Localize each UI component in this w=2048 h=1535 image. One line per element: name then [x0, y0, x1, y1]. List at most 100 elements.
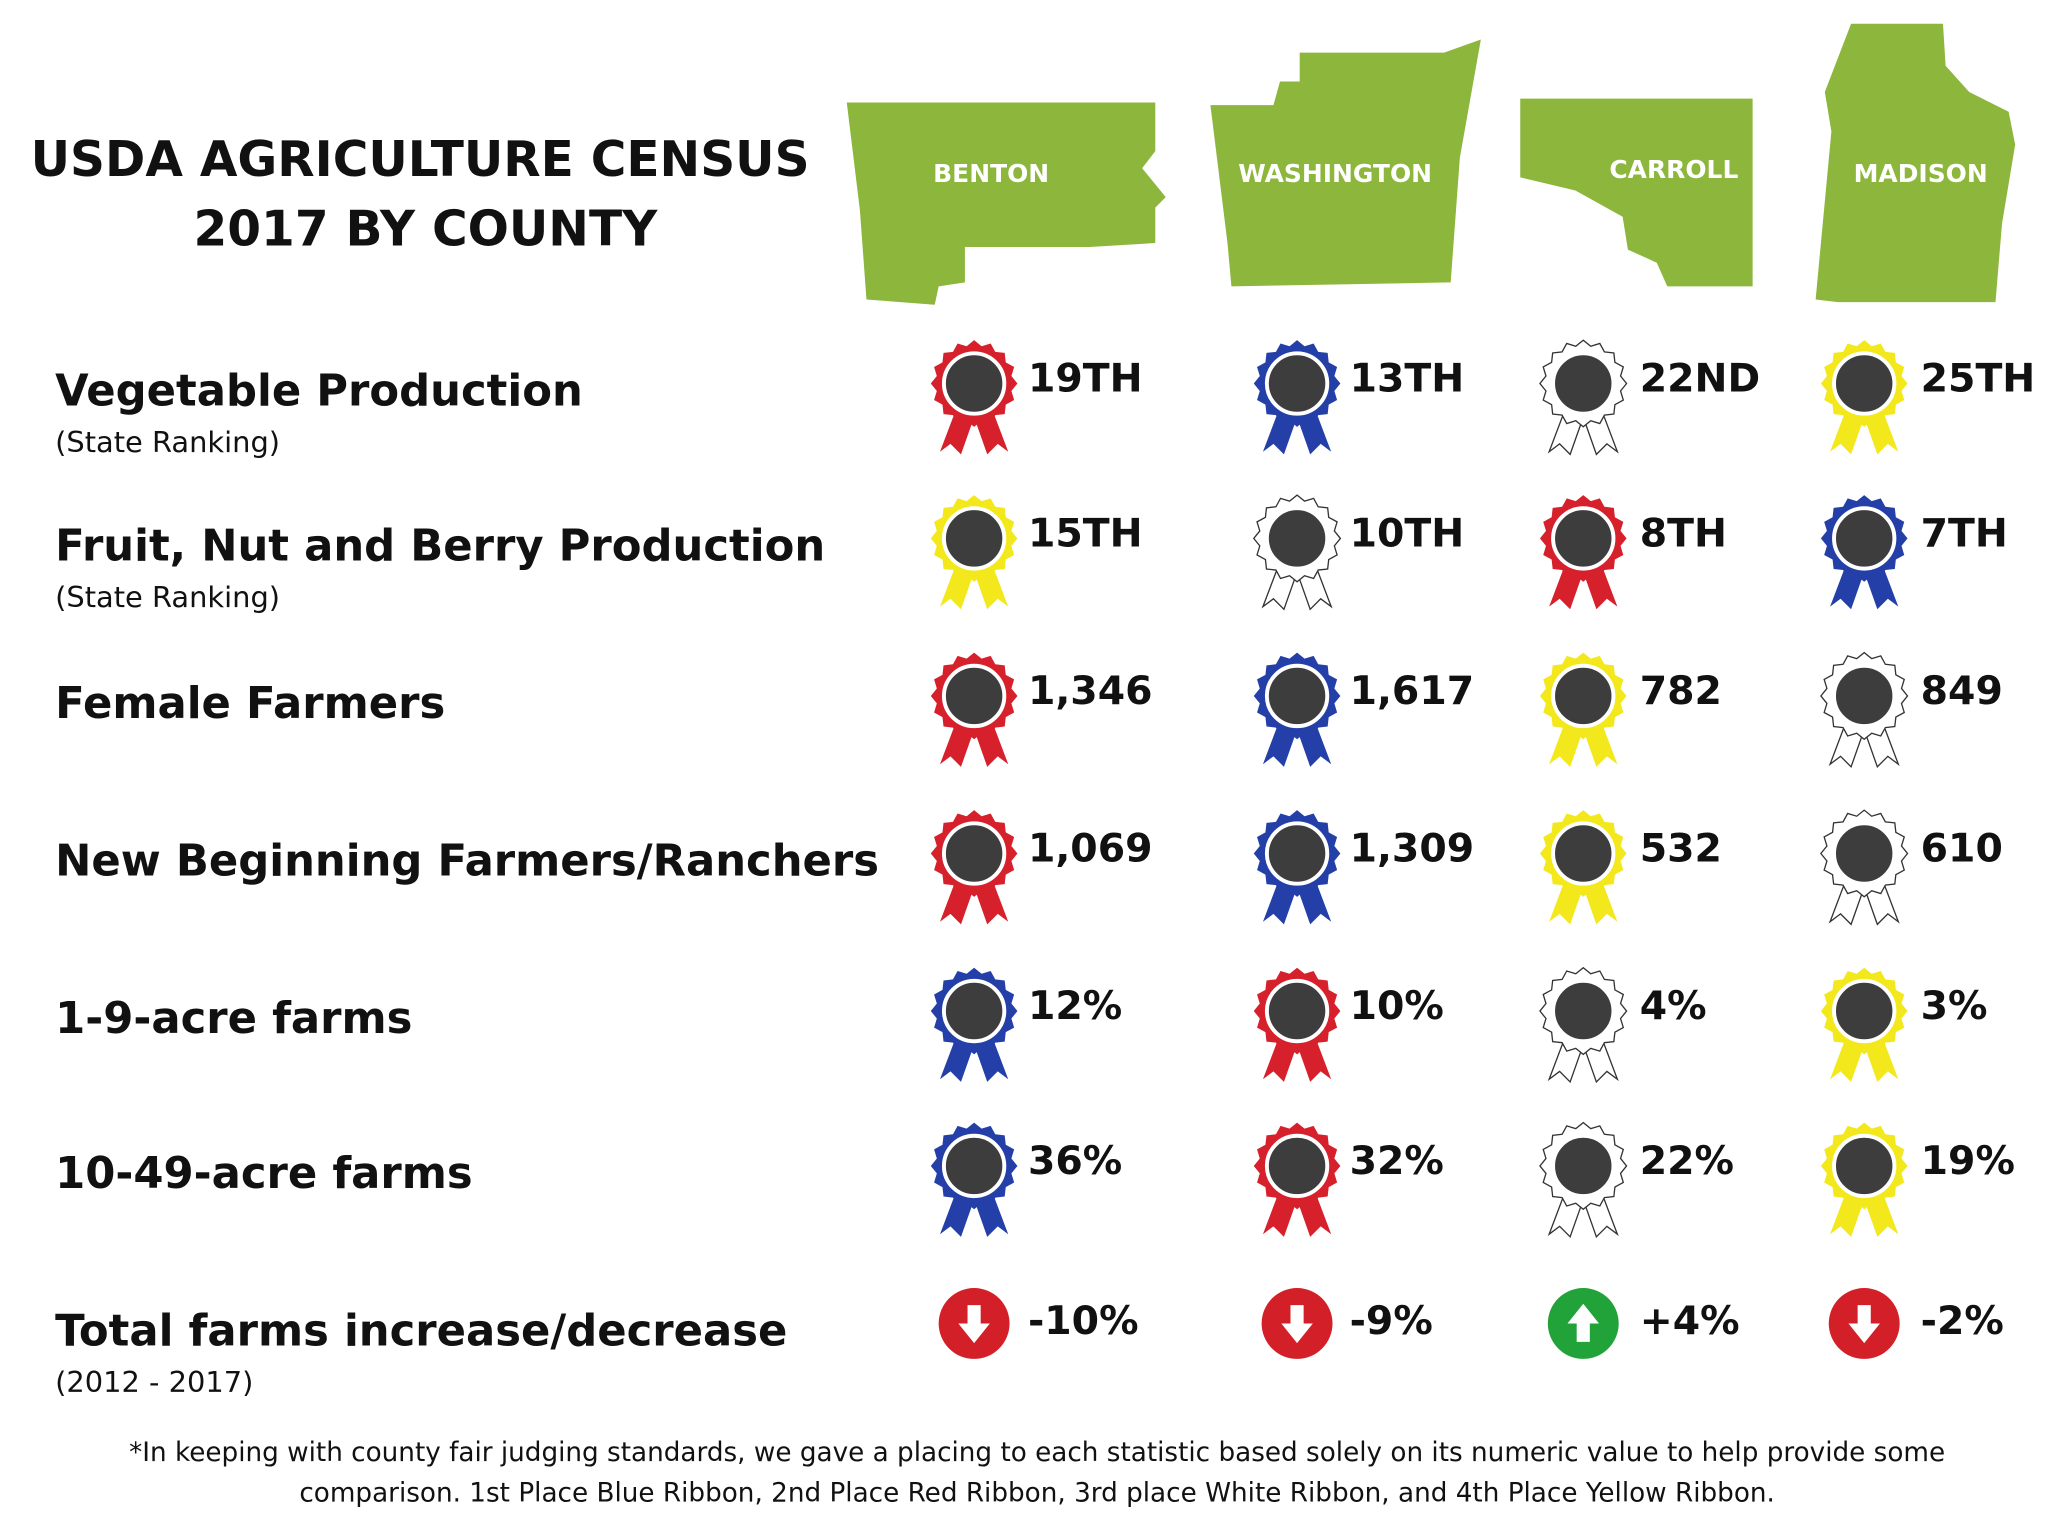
ribbon: [1820, 495, 1908, 610]
trend-arrow: [1848, 1305, 1880, 1344]
cell-value: 4%: [1640, 983, 1707, 1029]
county-name: MADISON: [1854, 159, 1988, 188]
ribbon: [930, 1122, 1018, 1237]
rosette-center: [1832, 978, 1897, 1044]
footnote: comparison. 1st Place Blue Ribbon, 2nd P…: [299, 1479, 1775, 1509]
cell-value: 22ND: [1640, 355, 1760, 401]
cell-value: 12%: [1028, 983, 1122, 1029]
cell-value: 7TH: [1921, 510, 2008, 556]
cell-value: 10%: [1350, 983, 1444, 1029]
title-line: 2017 BY COUNTY: [193, 202, 658, 258]
trend-arrow: [1281, 1305, 1313, 1344]
rosette-center: [1551, 506, 1616, 571]
rosette-center: [1832, 1133, 1897, 1199]
cell-value: 13TH: [1350, 355, 1465, 401]
cell-value: 19%: [1921, 1138, 2015, 1184]
county-name: WASHINGTON: [1238, 159, 1432, 188]
ribbon: [1252, 494, 1342, 611]
cell-value: 19TH: [1028, 355, 1143, 401]
cell-value: 1,346: [1028, 668, 1153, 714]
rosette-center: [941, 506, 1007, 571]
cell-value: 22%: [1640, 1138, 1734, 1184]
ribbon: [1253, 652, 1341, 767]
rosette-center: [1264, 506, 1330, 571]
ribbon: [1820, 651, 1909, 769]
rosette-center: [1832, 663, 1897, 729]
ribbon: [930, 967, 1018, 1082]
row-sublabel: (State Ranking): [55, 580, 280, 614]
trend-arrow: [1567, 1303, 1600, 1342]
rosette-center: [1832, 821, 1897, 886]
ribbon: [1820, 809, 1909, 926]
row-label: Female Farmers: [55, 679, 445, 729]
rosette-center: [1551, 1133, 1616, 1199]
ribbon: [1539, 495, 1627, 610]
rosette-center: [1551, 978, 1616, 1044]
rosette-center: [941, 821, 1007, 886]
cell-value: 849: [1921, 668, 2003, 714]
county-shape: [1210, 39, 1481, 287]
cell-value: 32%: [1350, 1138, 1444, 1184]
cell-value: -9%: [1350, 1298, 1433, 1344]
ribbon: [1253, 340, 1341, 455]
cell-value: -10%: [1028, 1298, 1139, 1344]
row-label: New Beginning Farmers/Ranchers: [55, 836, 879, 886]
rosette-center: [941, 1133, 1007, 1199]
rosette-center: [941, 978, 1007, 1044]
cell-value: 610: [1921, 825, 2003, 871]
county-shape: [1520, 98, 1753, 287]
ribbon: [1253, 810, 1341, 925]
ribbon: [930, 810, 1018, 925]
ribbon: [1539, 1121, 1628, 1239]
cell-value: 15TH: [1028, 510, 1143, 556]
rosette-center: [1832, 351, 1897, 416]
row-sublabel: (State Ranking): [55, 425, 280, 459]
rosette-center: [1551, 351, 1616, 416]
row-label: Total farms increase/decrease: [55, 1306, 787, 1356]
row-sublabel: (2012 - 2017): [55, 1365, 253, 1399]
ribbon: [1253, 967, 1341, 1082]
rosette-center: [1551, 663, 1616, 729]
trend-icon: [938, 1288, 1010, 1359]
row-label: Fruit, Nut and Berry Production: [55, 521, 825, 571]
ribbon: [1820, 967, 1908, 1082]
rosette-center: [1264, 1133, 1330, 1199]
cell-value: 782: [1640, 668, 1722, 714]
ribbon: [1539, 966, 1628, 1084]
cell-value: 1,069: [1028, 825, 1153, 871]
row-label: 10-49-acre farms: [55, 1149, 473, 1199]
cell-value: 36%: [1028, 1138, 1122, 1184]
cell-value: 10TH: [1350, 510, 1465, 556]
rosette-center: [1832, 506, 1897, 571]
row-label: Vegetable Production: [55, 367, 583, 417]
cell-value: -2%: [1921, 1298, 2004, 1344]
cell-value: 1,309: [1350, 825, 1475, 871]
county-name: BENTON: [933, 159, 1049, 188]
ribbon: [1253, 1122, 1341, 1237]
rosette-center: [1264, 821, 1330, 886]
cell-value: 8TH: [1640, 510, 1727, 556]
trend-arrow: [958, 1305, 990, 1344]
rosette-center: [941, 663, 1007, 729]
cell-value: +4%: [1640, 1298, 1740, 1344]
county-shape: [846, 102, 1166, 305]
trend-icon: [1547, 1288, 1619, 1359]
county-shape: [1815, 23, 2016, 303]
rosette-center: [1264, 663, 1330, 729]
ribbon: [930, 340, 1018, 455]
rosette-center: [1264, 978, 1330, 1044]
title-line: USDA AGRICULTURE CENSUS: [31, 132, 810, 188]
rosette-center: [941, 351, 1007, 416]
rosette-center: [1264, 351, 1330, 416]
cell-value: 1,617: [1350, 668, 1475, 714]
ribbon: [1820, 340, 1908, 455]
cell-value: 25TH: [1921, 355, 2036, 401]
ribbon: [1539, 339, 1628, 456]
ribbon: [930, 652, 1018, 767]
county-name: CARROLL: [1609, 155, 1738, 184]
rosette-center: [1551, 821, 1616, 886]
ribbon: [930, 495, 1018, 610]
ribbon: [1539, 652, 1627, 767]
cell-value: 3%: [1921, 983, 1988, 1029]
